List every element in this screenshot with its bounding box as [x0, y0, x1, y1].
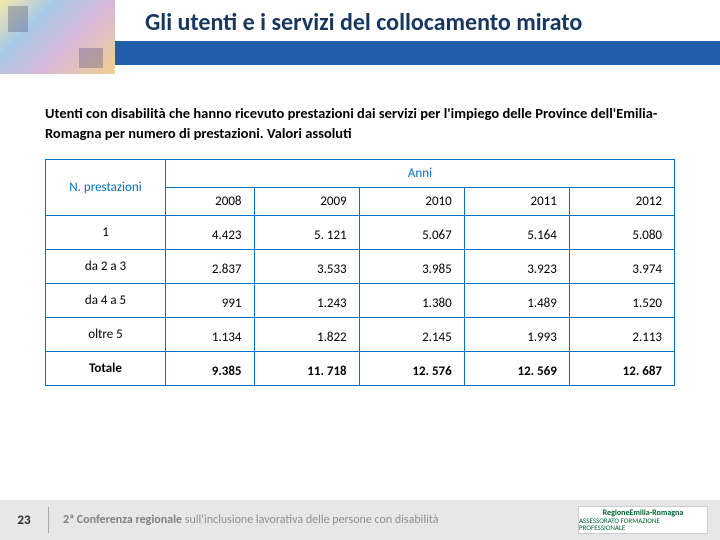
cell: 5.164 [464, 216, 569, 250]
footer-logo: RegioneEmilia-Romagna ASSESSORATO FORMAZ… [578, 506, 708, 534]
cell: 1.822 [254, 318, 359, 352]
cell-total: 9.385 [166, 352, 255, 386]
footer-conf-bold: 2ª Conferenza regionale [63, 513, 182, 527]
cell: 1.489 [464, 284, 569, 318]
cell: 2.113 [569, 318, 674, 352]
year-4: 2012 [569, 188, 674, 216]
cell: 3.923 [464, 250, 569, 284]
cell: 3.985 [359, 250, 464, 284]
cell-total: 12. 576 [359, 352, 464, 386]
header-prestazioni: N. prestazioni [46, 160, 166, 216]
cell: 991 [166, 284, 255, 318]
cell: 5. 121 [254, 216, 359, 250]
title-stripe [115, 41, 720, 65]
table-row-total: Totale 9.385 11. 718 12. 576 12. 569 12.… [46, 352, 675, 386]
header-anni: Anni [166, 160, 675, 188]
page-title: Gli utenti e i servizi del collocamento … [115, 0, 720, 41]
table-row: da 4 a 5 991 1.243 1.380 1.489 1.520 [46, 284, 675, 318]
data-table: N. prestazioni Anni 2008 2009 2010 2011 … [45, 159, 675, 386]
table-row: oltre 5 1.134 1.822 2.145 1.993 2.113 [46, 318, 675, 352]
footer-conference-text: 2ª Conferenza regionale sull'inclusione … [49, 513, 578, 527]
table-header-row-1: N. prestazioni Anni [46, 160, 675, 188]
cell: 5.067 [359, 216, 464, 250]
table-subtitle: Utenti con disabilità che hanno ricevuto… [45, 104, 675, 143]
cell: 1.380 [359, 284, 464, 318]
table-row: 1 4.423 5. 121 5.067 5.164 5.080 [46, 216, 675, 250]
cell-total: 11. 718 [254, 352, 359, 386]
footer-logo-bottom: ASSESSORATO FORMAZIONE PROFESSIONALE [579, 517, 707, 531]
row-label: oltre 5 [46, 318, 166, 352]
header-illustration [0, 0, 115, 74]
year-0: 2008 [166, 188, 255, 216]
row-label: 1 [46, 216, 166, 250]
footer-bar: 23 2ª Conferenza regionale sull'inclusio… [0, 500, 720, 540]
cell: 3.974 [569, 250, 674, 284]
cell: 5.080 [569, 216, 674, 250]
cell: 2.837 [166, 250, 255, 284]
cell: 1.134 [166, 318, 255, 352]
table-row: da 2 a 3 2.837 3.533 3.985 3.923 3.974 [46, 250, 675, 284]
footer-conf-light1: sull'inclusione lavorativa [182, 513, 306, 527]
page-number: 23 [0, 513, 48, 528]
row-label-total: Totale [46, 352, 166, 386]
year-3: 2011 [464, 188, 569, 216]
year-1: 2009 [254, 188, 359, 216]
header-bar: Gli utenti e i servizi del collocamento … [0, 0, 720, 74]
footer-conf-light2: delle persone con disabilità [306, 513, 439, 527]
title-area: Gli utenti e i servizi del collocamento … [115, 0, 720, 74]
cell: 1.993 [464, 318, 569, 352]
content-area: Utenti con disabilità che hanno ricevuto… [0, 74, 720, 386]
cell: 3.533 [254, 250, 359, 284]
row-label: da 4 a 5 [46, 284, 166, 318]
cell-total: 12. 569 [464, 352, 569, 386]
cell: 1.243 [254, 284, 359, 318]
cell: 4.423 [166, 216, 255, 250]
cell: 2.145 [359, 318, 464, 352]
cell-total: 12. 687 [569, 352, 674, 386]
row-label: da 2 a 3 [46, 250, 166, 284]
cell: 1.520 [569, 284, 674, 318]
year-2: 2010 [359, 188, 464, 216]
